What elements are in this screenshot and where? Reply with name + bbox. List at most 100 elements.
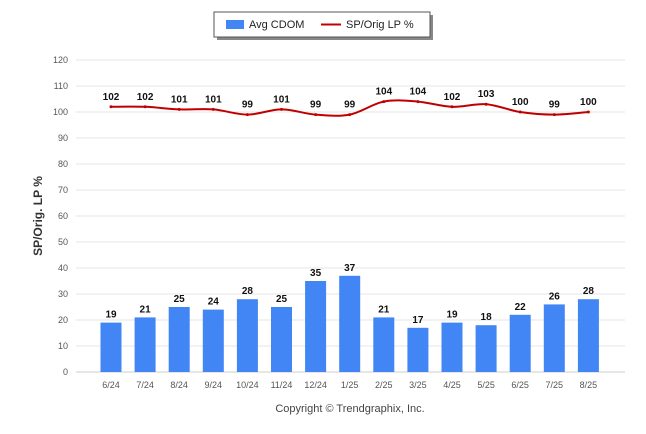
line-point (245, 113, 249, 117)
bar (202, 309, 224, 372)
line-data-label: 99 (310, 100, 322, 111)
y-tick-label: 10 (58, 341, 68, 351)
legend-label-bar: Avg CDOM (249, 19, 304, 31)
line-data-label: 99 (549, 100, 561, 111)
x-tick-label: 7/25 (546, 380, 564, 390)
x-tick-label: 4/25 (443, 380, 461, 390)
line-data-label: 99 (344, 100, 356, 111)
line-data-label: 101 (273, 94, 290, 105)
x-tick-label: 6/24 (102, 380, 120, 390)
bar (577, 299, 599, 372)
y-tick-label: 80 (58, 159, 68, 169)
legend-swatch-bar (226, 20, 244, 29)
line-point (416, 100, 420, 104)
legend-label-line: SP/Orig LP % (346, 19, 414, 31)
bar-data-label: 25 (276, 294, 288, 305)
x-tick-label: 3/25 (409, 380, 427, 390)
line-point (518, 110, 522, 114)
line-point (586, 110, 590, 114)
bar (543, 304, 565, 372)
y-tick-label: 70 (58, 185, 68, 195)
bar-data-label: 28 (242, 286, 254, 297)
line-point (280, 107, 283, 111)
line-data-label: 101 (205, 94, 222, 105)
y-tick-label: 20 (58, 315, 68, 325)
bar-data-label: 21 (378, 304, 390, 315)
line-data-label: 101 (171, 94, 188, 105)
bar (373, 317, 395, 372)
line-data-label: 100 (512, 97, 529, 108)
bar-data-label: 25 (174, 294, 186, 305)
line-labels: 102 102 101 101 99 101 99 99 104 104 102 103 100 99 10… (103, 87, 598, 111)
line-data-label: 102 (444, 92, 461, 103)
copyright-text: Copyright © Trendgraphix, Inc. (275, 403, 424, 415)
x-tick-label: 6/25 (511, 380, 529, 390)
line-data-label: 102 (103, 92, 120, 103)
line-data-label: 104 (375, 87, 392, 98)
line-data-label: 103 (478, 89, 495, 100)
line-data-label: 102 (137, 92, 154, 103)
line-point (211, 107, 215, 111)
line-point (177, 107, 181, 111)
bar-data-label: 21 (140, 304, 152, 315)
x-tick-label: 2/25 (375, 380, 393, 390)
bar-data-label: 17 (412, 315, 424, 326)
bar (271, 307, 292, 372)
y-tick-label: 40 (58, 263, 68, 273)
bar (441, 322, 463, 372)
line-data-label: 99 (242, 100, 254, 111)
x-tick-label: 11/24 (271, 380, 293, 390)
bar-data-label: 37 (344, 263, 356, 274)
line-data-label: 104 (410, 87, 427, 98)
y-axis-title: SP/Orig. LP % (31, 176, 45, 256)
bar (407, 327, 429, 372)
y-tick-label: 50 (58, 237, 68, 247)
bar-data-label: 28 (583, 286, 595, 297)
x-tick-label: 9/24 (205, 380, 223, 390)
bar (305, 281, 327, 372)
bar (475, 325, 497, 372)
y-tick-label: 60 (58, 211, 68, 221)
line-point (348, 113, 352, 117)
x-tick-label: 8/24 (170, 380, 188, 390)
y-tick-label: 0 (63, 367, 68, 377)
bar (168, 307, 190, 372)
x-ticks: 6/24 7/24 8/24 9/24 10/24 11/24 12/24 1/25 2/25 3… (102, 380, 597, 390)
bar (236, 299, 258, 372)
x-tick-label: 7/24 (136, 380, 154, 390)
line-point (552, 113, 556, 117)
y-ticks: 0 10 20 30 40 50 60 70 80 90 100 110 120 (53, 55, 68, 377)
bar-data-label: 24 (208, 297, 220, 308)
y-tick-label: 90 (58, 133, 68, 143)
y-tick-label: 110 (54, 81, 68, 91)
bars (100, 275, 599, 372)
line-point (143, 105, 147, 109)
line-point (314, 113, 318, 117)
bar (134, 317, 156, 372)
y-tick-label: 120 (53, 55, 68, 65)
bar (100, 322, 122, 372)
bar (509, 314, 531, 372)
bar-data-label: 18 (481, 312, 493, 323)
x-tick-label: 12/24 (304, 380, 327, 390)
bar-data-label: 35 (310, 268, 322, 279)
bar-data-label: 19 (446, 310, 458, 321)
y-tick-label: 30 (58, 289, 68, 299)
bar-data-label: 22 (515, 302, 527, 313)
line-point (484, 102, 488, 106)
legend: Avg CDOM SP/Orig LP % (213, 11, 433, 40)
line-point (109, 105, 113, 109)
bar-data-label: 19 (105, 310, 117, 321)
bar-labels: 19 21 25 24 28 25 35 37 21 17 19 18 22 26 28 (105, 263, 594, 326)
bar-data-label: 26 (549, 291, 561, 302)
line-point (382, 100, 386, 104)
x-tick-label: 1/25 (341, 380, 359, 390)
bar (339, 275, 361, 372)
x-tick-label: 10/24 (236, 380, 259, 390)
line-point (450, 105, 454, 109)
y-tick-label: 100 (53, 107, 68, 117)
x-tick-label: 8/25 (580, 380, 598, 390)
line-data-label: 100 (580, 97, 597, 108)
x-tick-label: 5/25 (477, 380, 495, 390)
